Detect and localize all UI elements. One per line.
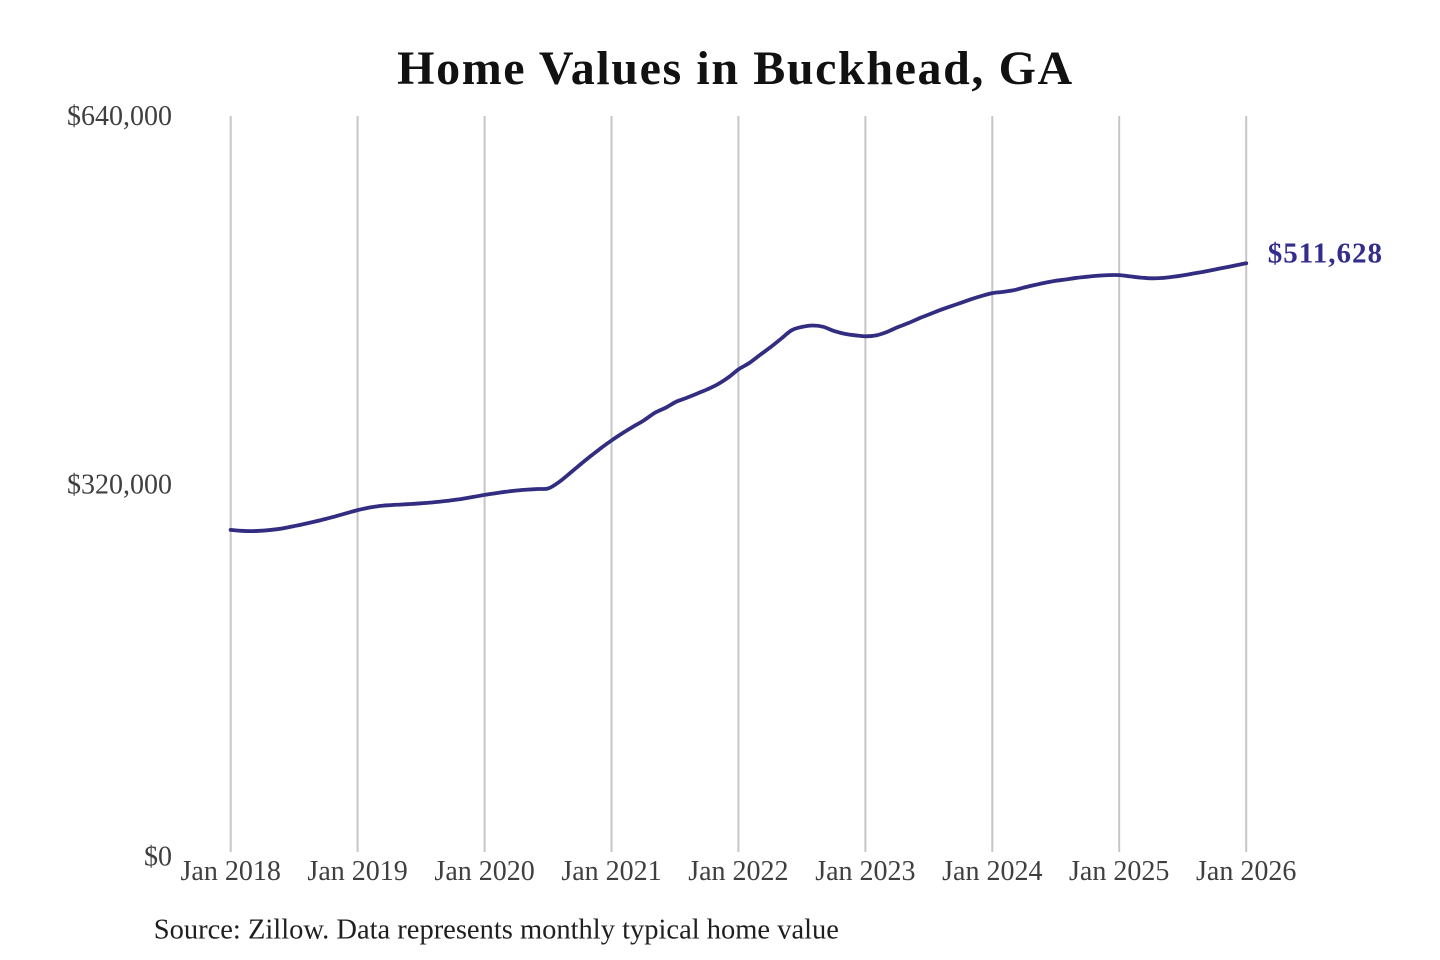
svg-text:$511,628: $511,628 <box>1268 237 1383 269</box>
svg-text:Source: Zillow. Data represent: Source: Zillow. Data represents monthly … <box>154 915 839 946</box>
svg-text:Jan 2024: Jan 2024 <box>942 856 1042 887</box>
svg-text:$320,000: $320,000 <box>67 470 172 501</box>
svg-text:$640,000: $640,000 <box>67 101 172 132</box>
svg-text:$0: $0 <box>144 841 172 872</box>
svg-text:Home Values in Buckhead, GA: Home Values in Buckhead, GA <box>397 42 1074 95</box>
svg-text:Jan 2020: Jan 2020 <box>434 856 534 887</box>
svg-text:Jan 2022: Jan 2022 <box>688 856 788 887</box>
svg-text:Jan 2019: Jan 2019 <box>307 856 407 887</box>
svg-text:Jan 2018: Jan 2018 <box>181 856 281 887</box>
svg-text:Jan 2021: Jan 2021 <box>561 856 661 887</box>
svg-text:Jan 2023: Jan 2023 <box>815 856 915 887</box>
svg-text:Jan 2026: Jan 2026 <box>1196 856 1296 887</box>
svg-text:Jan 2025: Jan 2025 <box>1069 856 1169 887</box>
